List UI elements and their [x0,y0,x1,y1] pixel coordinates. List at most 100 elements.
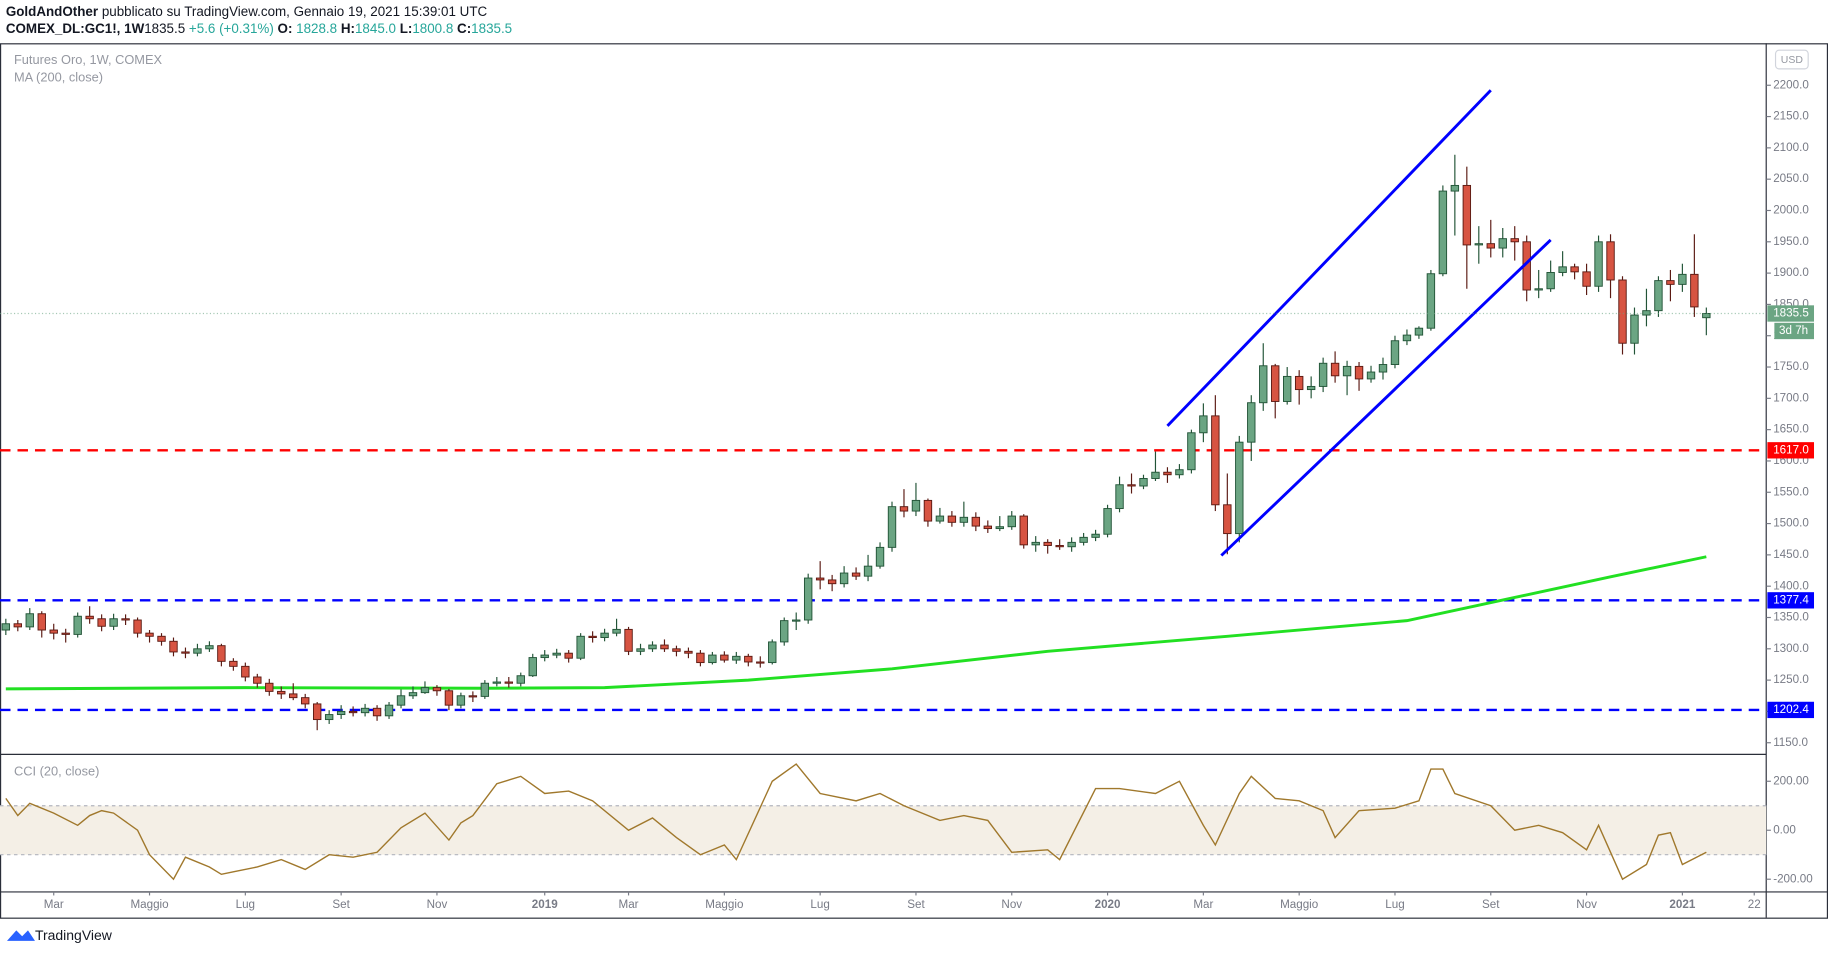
candle-body [935,515,945,522]
candle-body [324,714,334,721]
candle-body [1486,243,1495,249]
level-tag [1767,592,1815,609]
level-label: 1202.4 [1773,703,1809,716]
candle-body [899,506,909,512]
candle-body [1139,478,1148,487]
candle-body [815,577,825,581]
channel-line [1220,238,1552,557]
candle-body [97,618,106,627]
candle-body [1067,541,1076,548]
candle-body [600,632,609,639]
candle-body [1019,515,1028,546]
candle-body [624,628,633,652]
candle-body [1187,432,1196,471]
y-tick-label: 1450.0 [1773,548,1809,561]
series-legend: Futures Oro, 1W, COMEX [14,52,163,67]
candle-body [1055,545,1064,548]
y-tick-label: 1300.0 [1773,642,1809,655]
candle-body [1294,375,1304,391]
x-tick-label: 2020 [1095,898,1121,911]
candle-body [229,660,238,667]
channel-line [1166,89,1492,427]
header-part: L: [400,21,413,36]
y-tick-label: 1650.0 [1773,423,1809,436]
candle-body [1534,288,1543,291]
x-tick-label: Nov [427,898,448,911]
candle-body [348,710,358,714]
candle-body [1678,273,1687,285]
candle-body [1115,484,1124,510]
candle-body [1570,266,1579,273]
y-tick-label: 1500.0 [1773,517,1809,530]
candle-body [1103,508,1112,535]
last-price-label: 1835.5 [1773,307,1809,320]
candle-body [1666,280,1675,285]
y-tick-label: 2150.0 [1773,110,1809,123]
header-part: 1800.8 [412,21,453,36]
candle-body [145,632,154,637]
candle-body [1175,469,1184,476]
candle-body [1306,385,1316,391]
candle-body [1546,272,1555,290]
y-tick-label: 1700.0 [1773,391,1809,404]
candle-body [444,690,454,706]
x-tick-label: Mar [44,898,64,911]
x-tick-label: Maggio [705,898,743,911]
x-tick-label: Maggio [1280,898,1318,911]
candle-body [1342,365,1352,377]
candle-body [301,697,310,705]
candle-body [827,579,837,585]
last-price-tag [1767,305,1815,322]
candle-body [612,628,621,634]
candle-body [277,690,286,695]
candle-body [995,526,1004,530]
candle-body [1690,273,1699,308]
candle-body [636,648,645,652]
header-part: +5.6 (+0.31%) [189,21,274,36]
plot-layer: 1150.01200.01250.01300.01350.01400.01450… [0,78,1815,911]
x-tick-label: Lug [236,898,255,911]
cci-tick-label: 200.00 [1773,774,1809,787]
header-part: 1828.8 [296,21,337,36]
candle-body [1354,365,1364,380]
candle-body [1582,271,1591,287]
countdown: 3d 7h [1779,324,1808,337]
header-line2: COMEX_DL:GC1!, 1W1835.5 +5.6 (+0.31%) O:… [6,21,512,36]
candle-body [1630,314,1639,344]
y-tick-label: 1950.0 [1773,235,1809,248]
candle-body [780,620,789,643]
candle-body [408,692,418,697]
candle-body [540,654,549,659]
candle-body [1594,241,1603,287]
candle-body [1498,238,1507,249]
candle-body [1,623,11,631]
candle-body [1390,340,1400,365]
candle-body [947,515,957,523]
cci-tick-label: 0.00 [1773,823,1796,836]
candle-body [1438,190,1448,275]
candle-body [528,657,537,677]
candle-body [217,645,226,662]
candle-body [576,635,585,659]
brand: TradingView [35,927,113,943]
ma-legend: MA (200, close) [14,70,103,85]
candle-body [792,619,801,622]
x-tick-label: Nov [1001,898,1022,911]
header-part: H: [341,21,355,36]
candle-body [552,652,561,656]
candle-body [983,525,993,530]
candle-body [1654,280,1663,312]
cci-tick-label: -200.00 [1773,872,1813,885]
candle-body [1235,441,1244,535]
candle-body [1642,310,1651,316]
y-tick-label: 2000.0 [1773,204,1809,217]
candle-body [875,546,885,567]
candle-body [564,652,573,659]
candle-body [923,499,933,522]
currency-badge[interactable] [1774,49,1809,70]
candle-body [1402,334,1412,342]
candle-body [660,644,669,650]
candle-body [396,695,406,706]
y-tick-label: 1350.0 [1773,611,1809,624]
